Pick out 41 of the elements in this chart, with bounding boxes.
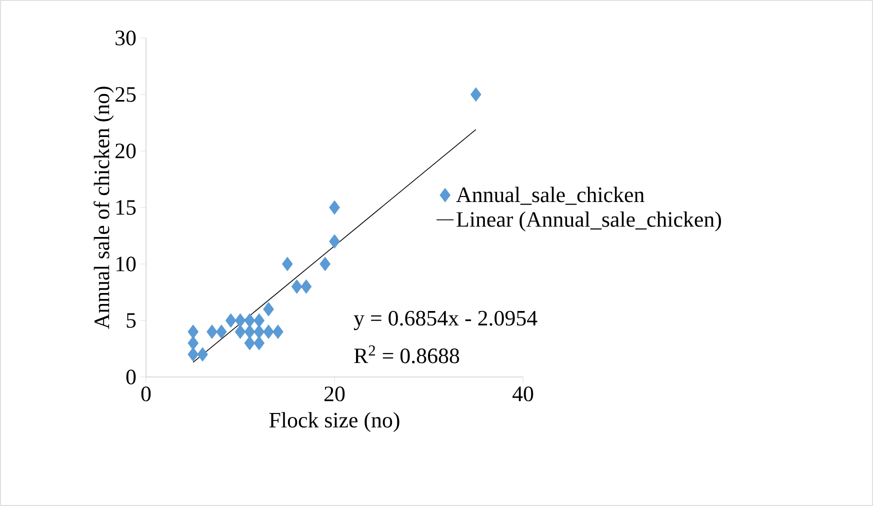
point xyxy=(188,324,199,339)
point xyxy=(188,347,199,362)
point xyxy=(320,256,331,272)
point xyxy=(206,324,218,339)
annotation: R$^{2}$ = 0.8688 xyxy=(354,345,460,364)
x-axis-title: Flock size (no) xyxy=(269,412,400,432)
point xyxy=(188,336,199,350)
point xyxy=(197,347,208,362)
point xyxy=(234,324,246,339)
point xyxy=(300,279,312,294)
y-tick-label: 10 xyxy=(116,256,136,272)
y-tick-label: 5 xyxy=(126,313,136,328)
y-tick-label: 30 xyxy=(116,30,136,46)
point xyxy=(291,279,302,294)
point xyxy=(329,234,340,249)
y-tick-label: 25 xyxy=(116,87,136,102)
y-axis-title: Annual sale of chicken (no) xyxy=(94,86,114,329)
x-tick-label: 0 xyxy=(141,386,151,402)
point xyxy=(216,324,227,339)
point xyxy=(225,313,236,328)
point xyxy=(244,336,256,350)
point xyxy=(329,200,340,215)
y-tick-label: 20 xyxy=(116,144,136,158)
point xyxy=(272,324,284,339)
point xyxy=(244,324,256,339)
annotation: y = 0.6854x - 2.0954 xyxy=(354,310,538,330)
point xyxy=(282,256,293,272)
point xyxy=(234,313,246,328)
point xyxy=(263,324,274,339)
y-tick-label: 15 xyxy=(116,200,136,215)
x-tick-label: 40 xyxy=(512,386,534,402)
point xyxy=(254,324,265,339)
point xyxy=(254,313,265,328)
legend-label: Linear (Annual_sale_chicken) xyxy=(456,211,721,232)
point xyxy=(263,302,274,316)
legend-label: Annual_sale_chicken xyxy=(456,186,644,205)
point xyxy=(244,313,256,328)
point xyxy=(254,336,265,350)
x-tick-label: 20 xyxy=(324,386,345,402)
y-tick-label: 0 xyxy=(126,370,136,384)
point xyxy=(470,87,482,102)
